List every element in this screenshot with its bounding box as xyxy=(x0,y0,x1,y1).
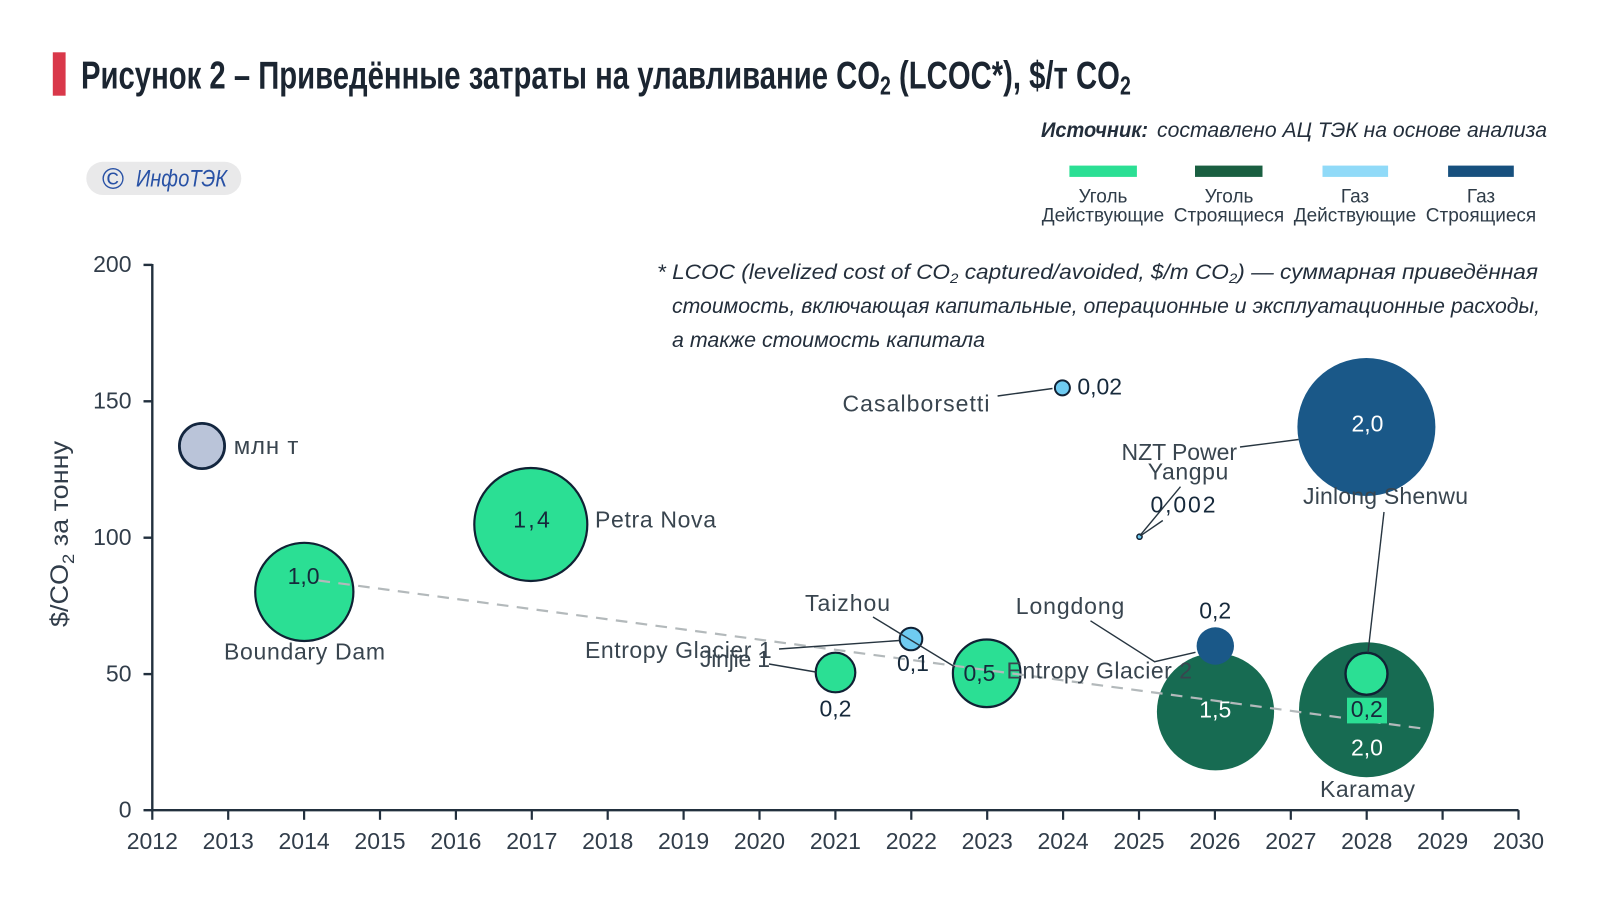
svg-text:Taizhou: Taizhou xyxy=(805,590,890,616)
svg-text:0,002: 0,002 xyxy=(1151,492,1216,518)
svg-text:0,1: 0,1 xyxy=(897,650,929,676)
svg-text:млн т: млн т xyxy=(234,433,299,460)
svg-text:Boundary Dam: Boundary Dam xyxy=(224,639,385,665)
svg-text:$/CO2 за тонну: $/CO2 за тонну xyxy=(46,440,78,627)
svg-text:Karamay: Karamay xyxy=(1320,776,1416,802)
svg-text:Jinlong Shenwu: Jinlong Shenwu xyxy=(1303,483,1468,509)
svg-text:Газ: Газ xyxy=(1341,187,1369,208)
svg-text:Уголь: Уголь xyxy=(1205,187,1254,208)
svg-text:1,4: 1,4 xyxy=(513,507,550,533)
svg-text:Строящиеся: Строящиеся xyxy=(1426,206,1536,227)
svg-text:Действующие: Действующие xyxy=(1042,206,1165,227)
svg-text:150: 150 xyxy=(93,388,131,414)
svg-text:2013: 2013 xyxy=(203,828,254,854)
svg-text:2029: 2029 xyxy=(1417,828,1468,854)
svg-text:200: 200 xyxy=(93,251,131,277)
svg-text:2023: 2023 xyxy=(962,828,1013,854)
svg-text:2015: 2015 xyxy=(354,828,405,854)
svg-text:2021: 2021 xyxy=(810,828,861,854)
svg-text:а также стоимость капитала: а также стоимость капитала xyxy=(672,329,985,352)
svg-text:50: 50 xyxy=(106,660,132,686)
svg-text:Уголь: Уголь xyxy=(1079,187,1128,208)
svg-text:2028: 2028 xyxy=(1341,828,1392,854)
svg-text:2,0: 2,0 xyxy=(1351,734,1383,760)
svg-text:2024: 2024 xyxy=(1038,828,1089,854)
svg-text:Yangpu: Yangpu xyxy=(1148,459,1229,485)
svg-text:0,2: 0,2 xyxy=(820,696,852,722)
svg-text:2019: 2019 xyxy=(658,828,709,854)
svg-text:2,0: 2,0 xyxy=(1352,411,1384,437)
svg-text:2022: 2022 xyxy=(886,828,937,854)
svg-text:0,2: 0,2 xyxy=(1199,598,1231,624)
svg-text:2017: 2017 xyxy=(506,828,557,854)
svg-text:Jinjie 1: Jinjie 1 xyxy=(700,646,770,672)
svg-text:2030: 2030 xyxy=(1493,828,1544,854)
svg-text:0,5: 0,5 xyxy=(964,660,996,686)
svg-text:2027: 2027 xyxy=(1265,828,1316,854)
svg-text:0,02: 0,02 xyxy=(1077,374,1122,400)
svg-text:стоимость, включающая капиталь: стоимость, включающая капитальные, опера… xyxy=(672,295,1540,318)
svg-text:2016: 2016 xyxy=(430,828,481,854)
svg-text:Действующие: Действующие xyxy=(1294,206,1417,227)
svg-text:2026: 2026 xyxy=(1189,828,1240,854)
svg-text:1,0: 1,0 xyxy=(288,563,320,589)
svg-text:100: 100 xyxy=(93,524,131,550)
svg-text:NZT Power: NZT Power xyxy=(1122,439,1238,465)
svg-text:ИнфоТЭК: ИнфоТЭК xyxy=(136,166,229,193)
svg-text:2020: 2020 xyxy=(734,828,785,854)
svg-text:Petra Nova: Petra Nova xyxy=(595,507,716,533)
svg-text:Longdong: Longdong xyxy=(1016,593,1125,619)
svg-text:©: © xyxy=(102,163,124,196)
svg-text:Casalborsetti: Casalborsetti xyxy=(843,391,990,417)
svg-text:Источник:: Источник: xyxy=(1041,118,1148,142)
svg-text:Строящиеся: Строящиеся xyxy=(1174,206,1284,227)
svg-text:Рисунок 2 – Приведённые затрат: Рисунок 2 – Приведённые затраты на улавл… xyxy=(81,55,1131,101)
svg-text:составлено АЦ ТЭК на основе ан: составлено АЦ ТЭК на основе анализа xyxy=(1157,118,1547,142)
svg-text:0: 0 xyxy=(119,797,132,823)
svg-text:0,2: 0,2 xyxy=(1351,696,1383,722)
svg-text:* LCOC (levelized cost of CO2: * LCOC (levelized cost of CO 2 captured/a… xyxy=(657,261,1538,286)
svg-text:Entropy Glacier 2: Entropy Glacier 2 xyxy=(1007,658,1193,684)
svg-text:2014: 2014 xyxy=(279,828,330,854)
svg-text:Entropy Glacier 1: Entropy Glacier 1 xyxy=(585,637,772,663)
svg-text:Газ: Газ xyxy=(1467,187,1495,208)
svg-text:2012: 2012 xyxy=(127,828,178,854)
svg-text:2018: 2018 xyxy=(582,828,633,854)
svg-text:1,5: 1,5 xyxy=(1199,696,1231,722)
svg-text:2025: 2025 xyxy=(1113,828,1164,854)
